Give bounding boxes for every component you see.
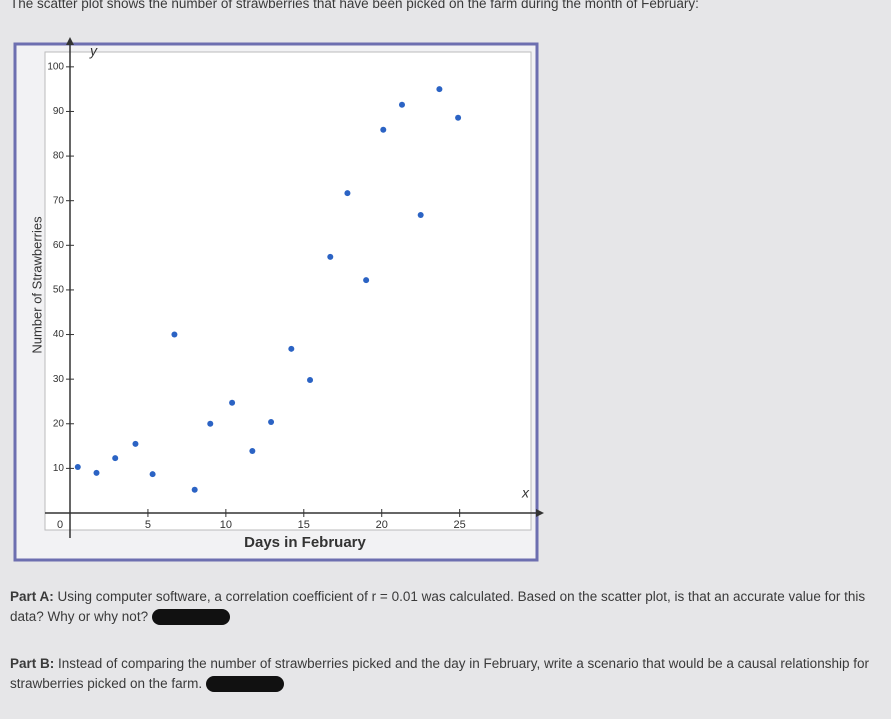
point — [436, 86, 443, 93]
x-tick-label: 15 — [298, 519, 310, 531]
x-axis-name: x — [521, 485, 530, 501]
y-tick-label: 40 — [53, 329, 65, 340]
y-tick-label: 70 — [53, 195, 65, 206]
redaction — [152, 609, 231, 626]
point — [93, 469, 100, 476]
point — [207, 420, 214, 427]
part-b: Part B: Instead of comparing the number … — [10, 654, 880, 694]
x-tick-label: 5 — [145, 519, 151, 531]
point — [112, 455, 119, 462]
y-tick-label: 60 — [53, 240, 65, 251]
part-b-text: Instead of comparing the number of straw… — [10, 656, 869, 691]
prompt: The scatter plot shows the number of str… — [10, 0, 699, 11]
x-axis-label: Days in February — [244, 534, 366, 551]
point — [344, 190, 351, 197]
part-a-label: Part A: — [10, 589, 54, 604]
point — [149, 471, 156, 478]
point — [191, 486, 198, 493]
y-tick-label: 90 — [53, 106, 65, 117]
point — [132, 440, 139, 447]
x-tick-label: 25 — [454, 519, 466, 531]
point — [171, 331, 178, 338]
y-tick-label: 20 — [53, 418, 65, 429]
point — [229, 399, 236, 406]
y-tick-label: 80 — [53, 151, 65, 162]
part-a-text: Using computer software, a correlation c… — [10, 589, 866, 624]
point — [417, 211, 424, 218]
x-tick-label: 10 — [220, 519, 232, 531]
point — [455, 114, 462, 121]
y-tick-label: 50 — [53, 285, 65, 296]
point — [398, 101, 405, 108]
point — [380, 126, 387, 133]
point — [288, 345, 295, 352]
x-tick-label: 20 — [376, 519, 388, 531]
point — [249, 447, 256, 454]
point — [268, 418, 275, 425]
point — [307, 377, 314, 384]
y-tick-label: 10 — [53, 463, 65, 474]
point — [363, 277, 370, 284]
plot-area — [44, 51, 532, 531]
chart: 0 5 10 15 20 25 10 20 30 40 50 60 70 80 90 100 Days in … — [13, 37, 544, 562]
point — [74, 464, 81, 471]
y-axis-label: Number of Strawberries — [29, 216, 44, 354]
point — [327, 253, 334, 260]
y-tick-label: 100 — [47, 61, 64, 72]
part-a: Part A: Using computer software, a corre… — [10, 587, 880, 627]
y-tick-label: 30 — [53, 374, 65, 385]
y-axis-name: y — [89, 43, 98, 59]
x-tick-label: 0 — [57, 519, 63, 531]
redaction — [206, 676, 285, 693]
part-b-label: Part B: — [10, 656, 55, 671]
